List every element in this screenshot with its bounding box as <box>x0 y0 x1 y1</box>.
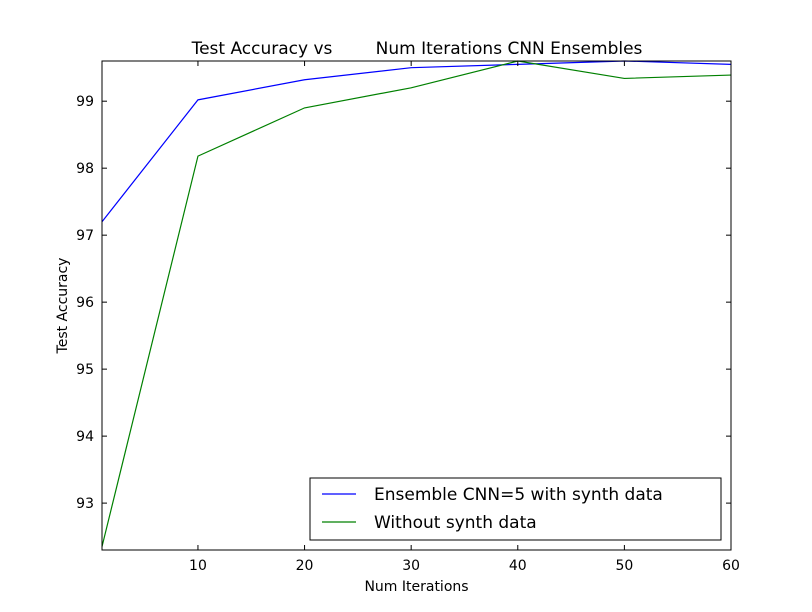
series-line-without <box>101 60 732 547</box>
legend-entry-without: Without synth data <box>374 513 537 533</box>
x-tick-label: 20 <box>296 558 314 574</box>
y-tick-label: 94 <box>76 429 94 445</box>
legend-box <box>309 477 722 541</box>
x-tick-label: 60 <box>722 558 740 574</box>
y-tick-label: 96 <box>76 295 94 311</box>
x-tick-label: 10 <box>189 558 207 574</box>
x-axis-label: Num Iterations <box>364 579 468 595</box>
legend-entry-ensemble: Ensemble CNN=5 with synth data <box>374 485 663 505</box>
y-tick-label: 93 <box>76 496 94 512</box>
x-tick-label: 40 <box>509 558 527 574</box>
chart-title: Test Accuracy vs Num Iterations CNN Ense… <box>191 39 643 59</box>
legend: Ensemble CNN=5 with synth data Without s… <box>309 477 722 541</box>
plot-background <box>102 61 731 550</box>
y-axis-label: Test Accuracy <box>55 258 71 355</box>
y-axis: 93 94 95 96 97 98 99 <box>76 94 731 512</box>
y-tick-label: 99 <box>76 94 94 110</box>
plot-frame <box>101 60 732 551</box>
x-axis: 10 20 30 40 50 60 <box>189 61 740 574</box>
y-tick-label: 95 <box>76 362 94 378</box>
y-tick-label: 97 <box>76 228 94 244</box>
x-tick-label: 30 <box>402 558 420 574</box>
y-tick-label: 98 <box>76 161 94 177</box>
plot-area: 10 20 30 40 50 60 93 94 95 96 97 98 99 <box>76 60 740 574</box>
x-tick-label: 50 <box>615 558 633 574</box>
